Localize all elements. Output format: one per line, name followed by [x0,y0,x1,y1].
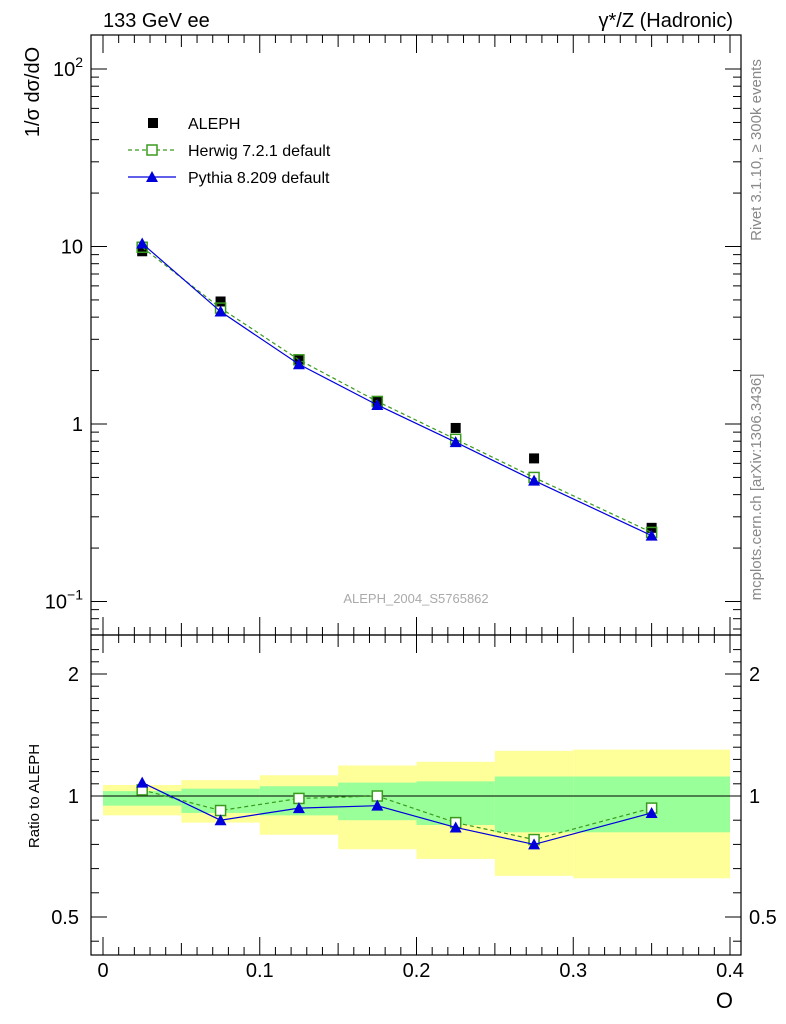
rivet-version-label: Rivet 3.1.10, ≥ 300k events [748,59,765,241]
ratio-y-tick-label-right: 2 [749,664,760,686]
main-series-line-1 [141,246,652,533]
process-type-label: γ*/Z (Hadronic) [599,10,733,32]
legend-pythia-label: Pythia 8.209 default [188,170,330,187]
pythia-ratio-point [136,776,149,788]
main-y-tick-label: 10−1 [45,587,83,614]
pythia-ratio-point [214,814,227,826]
pythia-data-point [292,358,305,370]
x-tick-label: 0.3 [559,960,587,982]
pythia-data-point [214,305,227,317]
legend-aleph-marker [148,118,158,128]
ratio-band-stat [494,776,574,833]
x-axis-label: O [716,988,733,1013]
pythia-data-point [645,529,658,541]
main-y-axis-label: 1/σ dσ/dO [22,47,44,137]
aleph-data-point [215,296,226,307]
herwig-ratio-point [293,792,305,805]
aleph-data-point [450,422,461,433]
aleph-data-point [137,246,148,257]
process-energy-label: 133 GeV ee [103,10,210,32]
herwig-ratio-point [371,790,384,802]
main-curves [136,237,658,541]
pythia-data-point [371,398,384,410]
ratio-y-tick-label-left: 1 [68,786,79,808]
ratio-y-axis-label: Ratio to ALEPH [26,744,43,848]
legend-aleph-label: ALEPH [188,116,240,133]
main-series-line-2 [141,243,652,537]
ratio-y-tick-label-left: 0.5 [51,907,79,929]
x-tick-label: 0 [97,960,108,982]
legend: ALEPH Herwig 7.2.1 default Pythia 8.209 … [128,116,331,187]
ratio-bands [103,749,730,879]
pythia-ratio-point [528,838,541,850]
main-y-tick-label: 10 [61,237,83,259]
legend-pythia-marker [146,171,158,182]
legend-herwig-marker [146,144,158,156]
pythia-data-point [136,237,149,249]
herwig-ratio-point [214,804,227,817]
pythia-data-point [528,474,541,486]
x-tick-label: 0.4 [716,960,744,982]
pythia-ratio-point [645,806,658,818]
main-y-tick-label: 102 [53,54,83,81]
ratio-y-tick-label-right: 1 [749,786,760,808]
ratio-curves [136,776,658,850]
ratio-band-stat [103,791,182,806]
ratio-y-tick-label-right: 0.5 [749,907,777,929]
pythia-ratio-point [371,799,384,811]
analysis-id-label: ALEPH_2004_S5765862 [343,591,488,606]
aleph-data-point [529,453,540,464]
legend-herwig-label: Herwig 7.2.1 default [188,143,331,160]
pythia-ratio-point [449,821,462,833]
pythia-ratio-point [292,802,305,814]
ratio-axis-ticks: 0 0.1 0.2 0.3 0.4 0.5 0.5 1 1 2 2 [51,635,777,982]
main-y-tick-label: 1 [72,414,83,436]
ratio-y-tick-label-left: 2 [68,664,79,686]
x-tick-label: 0.2 [403,960,431,982]
pythia-data-point [449,436,462,448]
x-tick-label: 0.1 [246,960,274,982]
source-url-label: mcplots.cern.ch [arXiv:1306.3436] [748,374,765,601]
